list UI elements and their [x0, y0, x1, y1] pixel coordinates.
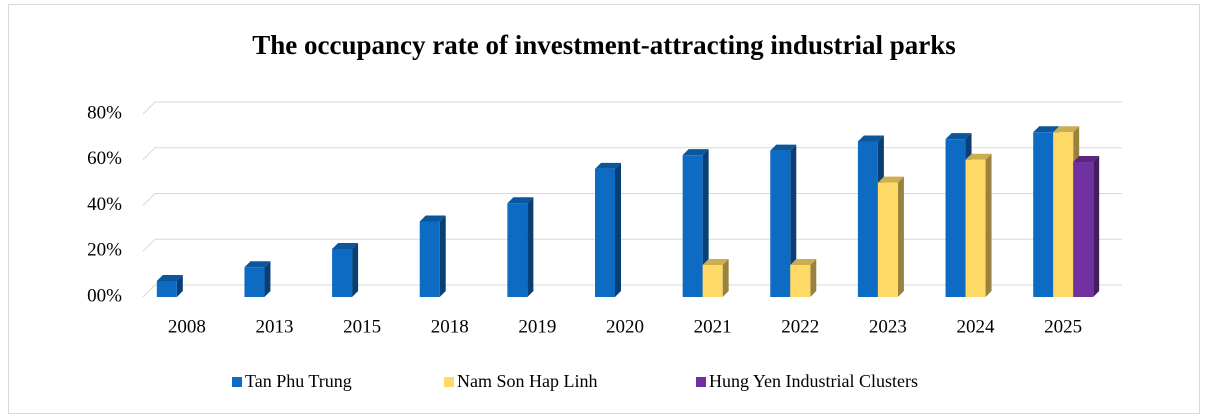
bar-top — [332, 242, 359, 249]
legend-label: Tan Phu Trung — [245, 371, 352, 391]
y-tick-label: 60% — [87, 148, 122, 169]
grid-line — [142, 101, 1122, 115]
bar-side — [1093, 156, 1100, 297]
bar — [507, 203, 528, 297]
y-tick-label: 80% — [87, 102, 122, 123]
bar-top — [682, 149, 709, 156]
chart-title: The occupancy rate of investment-attract… — [252, 30, 955, 60]
bar-top — [877, 176, 904, 183]
bar-side — [176, 274, 183, 297]
bar — [332, 248, 353, 297]
x-tick-label: 2018 — [431, 316, 469, 337]
y-tick-label: 40% — [87, 194, 122, 215]
bar-top — [702, 258, 729, 265]
bar-side — [810, 258, 817, 297]
bar-top — [1033, 126, 1060, 133]
x-tick-label: 2015 — [343, 316, 381, 337]
bar-side — [897, 176, 904, 297]
bar-side — [439, 215, 446, 297]
x-tick-label: 2008 — [168, 316, 206, 337]
bar-top — [595, 162, 621, 169]
x-tick-label: 2019 — [518, 316, 556, 337]
y-tick-label: 00% — [87, 285, 122, 306]
grid-line — [142, 238, 1122, 252]
grid-line — [142, 193, 1122, 206]
legend-swatch — [232, 377, 242, 387]
x-tick-label: 2025 — [1044, 316, 1082, 337]
legend-swatch — [444, 377, 454, 387]
bar-side — [702, 149, 709, 297]
x-tick-label: 2020 — [606, 316, 644, 337]
bar-side — [352, 242, 359, 297]
bar-side — [264, 261, 271, 297]
x-tick-label: 2013 — [255, 316, 293, 337]
bar-top — [1053, 126, 1080, 133]
bar-top — [965, 153, 992, 160]
bar — [790, 264, 811, 297]
bar-side — [615, 162, 621, 297]
bar — [857, 141, 878, 297]
bar-top — [1073, 156, 1100, 163]
x-tick-label: 2023 — [869, 316, 907, 337]
bar-top — [244, 261, 271, 268]
bar-top — [945, 133, 972, 140]
bar — [419, 221, 440, 297]
x-tick-label: 2021 — [694, 316, 732, 337]
bar-top — [156, 274, 183, 281]
x-tick-label: 2024 — [957, 316, 996, 337]
legend-label: Hung Yen Industrial Clusters — [709, 371, 918, 391]
bar — [770, 150, 791, 297]
y-tick-label: 20% — [87, 240, 122, 261]
bar-side — [722, 258, 729, 297]
bar-top — [790, 258, 817, 265]
bar — [1053, 132, 1074, 297]
bar — [244, 267, 265, 297]
bar-side — [527, 197, 534, 297]
bar-top — [507, 197, 534, 204]
x-tick-label: 2022 — [781, 316, 819, 337]
bar — [877, 182, 898, 297]
bar — [156, 280, 177, 297]
bar-side — [985, 153, 992, 297]
bar — [1073, 162, 1094, 297]
legend-swatch — [696, 377, 706, 387]
bar — [965, 159, 986, 297]
bar-side — [790, 144, 797, 297]
legend-label: Nam Son Hap Linh — [457, 371, 597, 391]
bar — [595, 168, 615, 297]
bar-top — [419, 215, 446, 222]
bar — [945, 139, 966, 297]
bar-top — [770, 144, 797, 151]
bar — [1033, 132, 1054, 297]
grid-line — [142, 147, 1122, 161]
bar — [682, 155, 703, 297]
bar-top — [857, 135, 884, 142]
bar — [702, 264, 723, 297]
